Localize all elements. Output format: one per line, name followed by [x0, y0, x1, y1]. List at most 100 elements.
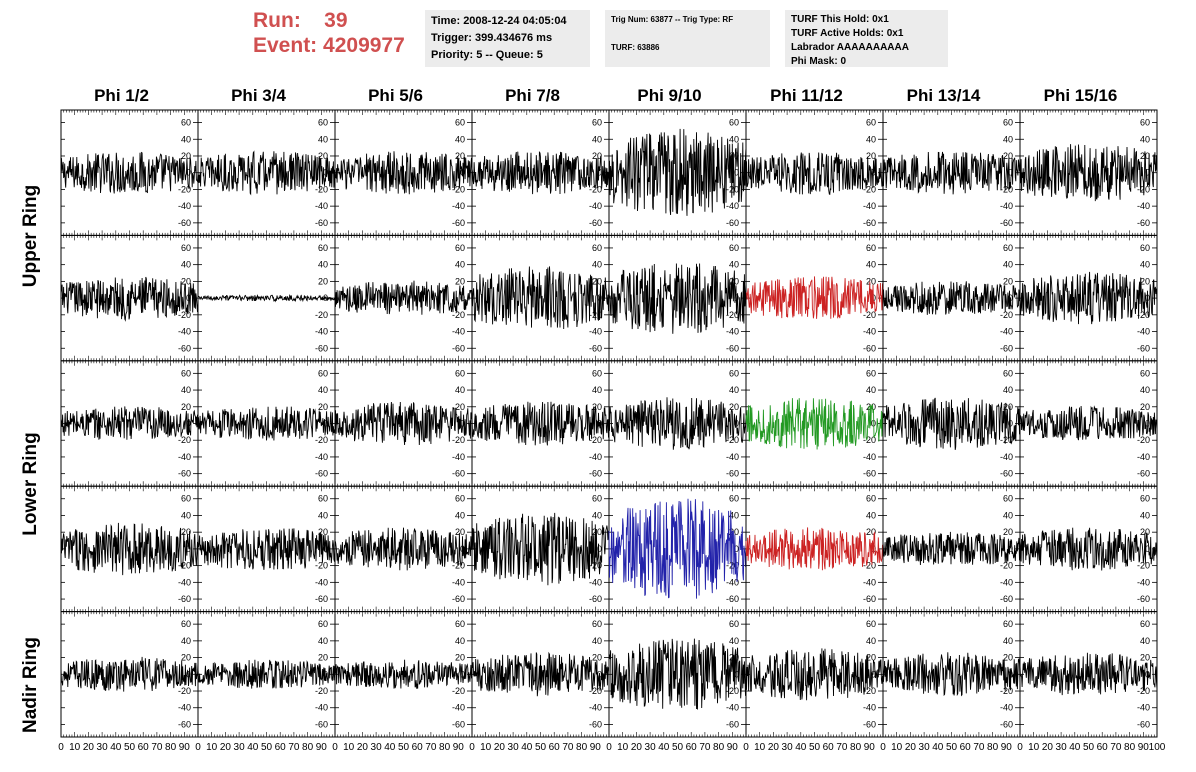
y-tick-label: -60: [178, 719, 191, 729]
y-tick-label: -60: [726, 719, 739, 729]
y-tick-label: -40: [1000, 577, 1013, 587]
y-tick-label: 20: [455, 276, 465, 286]
trig-num-text: Trig Num: 63877 -- Trig Type: RF: [611, 15, 734, 24]
y-tick-label: 60: [592, 368, 602, 378]
y-tick-label: -40: [726, 577, 739, 587]
y-tick-label: -40: [1137, 452, 1150, 462]
y-tick-label: -20: [1137, 435, 1150, 445]
y-tick-label: -20: [1000, 184, 1013, 194]
waveform-panel-r5-c6: -60 -40 -20 0 20 40 60: [745, 611, 884, 738]
y-tick-label: -60: [1000, 218, 1013, 228]
waveform-trace: [471, 266, 610, 330]
y-tick-label: 20: [1140, 276, 1150, 286]
y-tick-label: -60: [315, 594, 328, 604]
waveform-trace: [471, 401, 610, 446]
y-tick-label: 60: [866, 494, 876, 504]
y-tick-label: -40: [452, 327, 465, 337]
y-tick-label: 40: [455, 134, 465, 144]
y-tick-label: -20: [863, 184, 876, 194]
y-tick-label: -40: [452, 452, 465, 462]
y-tick-label: -40: [863, 452, 876, 462]
y-tick-label: -20: [315, 561, 328, 571]
y-tick-label: 40: [729, 510, 739, 520]
y-tick-label: 40: [729, 260, 739, 270]
y-tick-label: 0: [1145, 168, 1150, 178]
y-tick-label: 60: [318, 494, 328, 504]
y-tick-label: -60: [863, 469, 876, 479]
y-tick-label: -40: [1137, 327, 1150, 337]
y-tick-label: -60: [1137, 343, 1150, 353]
y-tick-label: -60: [863, 719, 876, 729]
waveform-trace: [60, 406, 199, 440]
waveform-trace: [882, 531, 1021, 566]
y-tick-label: 60: [1140, 494, 1150, 504]
y-tick-label: 0: [186, 544, 191, 554]
y-tick-label: -40: [178, 201, 191, 211]
y-tick-label: 60: [592, 494, 602, 504]
y-tick-label: -40: [1137, 201, 1150, 211]
y-tick-label: -20: [452, 184, 465, 194]
y-tick-label: 60: [866, 243, 876, 253]
labrador-text: Labrador AAAAAAAAAA: [791, 42, 909, 53]
y-tick-label: 20: [1003, 653, 1013, 663]
y-tick-label: -20: [452, 310, 465, 320]
y-tick-label: 40: [1140, 385, 1150, 395]
y-tick-label: 40: [866, 636, 876, 646]
y-tick-label: 40: [1003, 385, 1013, 395]
y-tick-label: -20: [452, 435, 465, 445]
waveform-trace: [334, 401, 473, 446]
y-tick-label: 60: [455, 494, 465, 504]
waveform-trace: [334, 527, 473, 571]
y-tick-label: 60: [318, 243, 328, 253]
y-tick-label: 20: [318, 276, 328, 286]
panel-frame: [197, 360, 336, 487]
waveform-trace: [608, 638, 747, 710]
y-tick-label: 20: [1003, 151, 1013, 161]
y-tick-label: -60: [863, 594, 876, 604]
y-tick-label: -40: [589, 703, 602, 713]
waveform-trace: [334, 659, 473, 689]
waveform-trace: [882, 281, 1021, 315]
y-tick-label: -40: [726, 201, 739, 211]
y-tick-label: 20: [592, 653, 602, 663]
y-tick-label: 60: [729, 619, 739, 629]
y-tick-label: 20: [866, 276, 876, 286]
y-tick-label: 40: [318, 510, 328, 520]
y-tick-label: -60: [452, 719, 465, 729]
y-tick-label: 0: [734, 168, 739, 178]
y-tick-label: -40: [452, 201, 465, 211]
y-tick-label: -20: [863, 686, 876, 696]
y-tick-label: 60: [318, 118, 328, 128]
y-tick-label: 40: [318, 385, 328, 395]
y-tick-label: 20: [455, 151, 465, 161]
y-tick-label: -20: [178, 310, 191, 320]
y-tick-label: -20: [1000, 686, 1013, 696]
waveform-trace: [745, 276, 884, 319]
y-tick-label: -40: [589, 452, 602, 462]
waveform-trace: [60, 151, 199, 194]
y-tick-label: -20: [589, 561, 602, 571]
event-label: Event:: [253, 34, 318, 57]
y-tick-label: 20: [1140, 527, 1150, 537]
y-tick-label: -20: [863, 561, 876, 571]
y-tick-label: -20: [726, 561, 739, 571]
waveform-trace: [334, 280, 473, 315]
column-header-phi-15-16: Phi 15/16: [1043, 86, 1118, 105]
y-tick-label: -60: [863, 343, 876, 353]
y-tick-label: 60: [1140, 118, 1150, 128]
y-tick-label: -60: [178, 343, 191, 353]
y-tick-label: 40: [729, 385, 739, 395]
y-tick-label: -20: [315, 310, 328, 320]
waveform-trace: [1019, 271, 1158, 325]
y-tick-label: -60: [178, 218, 191, 228]
y-tick-label: 40: [455, 636, 465, 646]
waveform-panel-r1-c1: -60 -40 -20 0 20 40 60: [60, 109, 199, 236]
turf-hold-text: TURF This Hold: 0x1: [791, 14, 889, 25]
y-tick-label: -40: [452, 703, 465, 713]
y-tick-label: -60: [863, 218, 876, 228]
